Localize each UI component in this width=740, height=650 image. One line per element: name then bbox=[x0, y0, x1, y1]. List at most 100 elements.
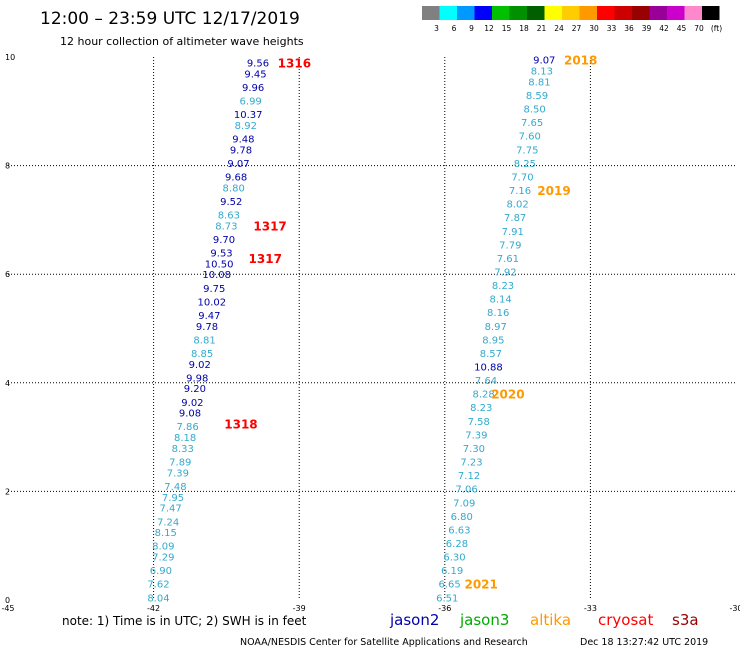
swh-value: 8.63 bbox=[218, 210, 240, 221]
swh-value: 6.80 bbox=[451, 512, 473, 523]
color-scale-legend: 3 6 9 12 15 18 21 24 27 30 33 36 39 42 45 70 (ft) bbox=[422, 6, 722, 33]
swh-value: 8.23 bbox=[492, 281, 514, 292]
swh-value: 9.07 bbox=[227, 159, 249, 170]
swh-value: 8.18 bbox=[174, 433, 196, 444]
swh-value: 9.45 bbox=[244, 69, 266, 80]
swh-value: 9.52 bbox=[220, 197, 242, 208]
colorbar-swatch bbox=[667, 6, 685, 20]
swh-value: 6.19 bbox=[441, 566, 463, 577]
swh-value: 9.68 bbox=[225, 172, 247, 183]
swh-value: 7.47 bbox=[159, 504, 181, 515]
chart-subtitle: 12 hour collection of altimeter wave hei… bbox=[60, 35, 304, 48]
swh-value: 9.56 bbox=[247, 58, 269, 69]
swh-value: 9.78 bbox=[230, 145, 252, 156]
colorbar-tick: 45 bbox=[677, 24, 687, 33]
swh-value: 8.81 bbox=[193, 335, 215, 346]
swh-value: 8.92 bbox=[235, 121, 257, 132]
legend-jason2: jason2 bbox=[389, 611, 439, 629]
swh-value: 6.65 bbox=[439, 580, 461, 591]
swh-value: 7.30 bbox=[463, 444, 485, 455]
time-label: 2020 bbox=[491, 388, 524, 402]
colorbar-tick: 36 bbox=[624, 24, 634, 33]
swh-value: 9.78 bbox=[196, 322, 218, 333]
swh-value: 8.59 bbox=[526, 91, 548, 102]
colorbar-swatch bbox=[527, 6, 545, 20]
swh-value: 8.95 bbox=[482, 335, 504, 346]
colorbar-swatch bbox=[439, 6, 457, 20]
axis-ticks: -45 -42 -39 -36 -33 -30 0 2 4 6 8 10 bbox=[1, 53, 740, 613]
colorbar-tick: 21 bbox=[537, 24, 547, 33]
colorbar-tick: 33 bbox=[607, 24, 617, 33]
colorbar-swatch bbox=[544, 6, 562, 20]
swh-value: 7.87 bbox=[504, 213, 526, 224]
swh-value: 8.09 bbox=[152, 542, 174, 553]
swh-value: 7.60 bbox=[519, 132, 541, 143]
colorbar-swatch bbox=[614, 6, 632, 20]
swh-value: 7.62 bbox=[147, 580, 169, 591]
swh-value: 7.39 bbox=[167, 468, 189, 479]
time-label: 2019 bbox=[537, 184, 570, 198]
swh-value: 6.51 bbox=[436, 593, 458, 604]
colorbar-unit: (ft) bbox=[711, 24, 722, 33]
swh-value: 8.04 bbox=[147, 593, 169, 604]
swh-value: 9.47 bbox=[198, 311, 220, 322]
swh-value: 9.75 bbox=[203, 284, 225, 295]
swh-value: 6.99 bbox=[240, 96, 262, 107]
time-label: 1317 bbox=[253, 219, 286, 233]
swh-value: 8.81 bbox=[528, 77, 550, 88]
y-tick-label: 0 bbox=[5, 596, 10, 605]
swh-value: 7.06 bbox=[456, 485, 478, 496]
colorbar-tick: 12 bbox=[484, 24, 494, 33]
swh-value: 8.23 bbox=[470, 403, 492, 414]
x-tick-label: -45 bbox=[1, 604, 14, 613]
swh-value: 8.28 bbox=[472, 390, 494, 401]
x-tick-label: -30 bbox=[729, 604, 740, 613]
swh-value: 9.20 bbox=[184, 384, 206, 395]
swh-value: 7.09 bbox=[453, 498, 475, 509]
swh-value: 8.57 bbox=[480, 349, 502, 360]
swh-value: 7.23 bbox=[460, 458, 482, 469]
y-tick-label: 2 bbox=[5, 487, 10, 496]
legend-altika: altika bbox=[530, 611, 571, 629]
swh-value: 8.02 bbox=[506, 200, 528, 211]
colorbar-swatch bbox=[632, 6, 650, 20]
x-tick-label: -39 bbox=[293, 604, 306, 613]
swh-value: 6.30 bbox=[443, 553, 465, 564]
swh-value: 7.70 bbox=[511, 172, 533, 183]
swh-value: 7.61 bbox=[497, 254, 519, 265]
swh-value: 10.50 bbox=[205, 259, 234, 270]
swh-value: 7.89 bbox=[169, 458, 191, 469]
time-label: 2018 bbox=[564, 54, 597, 68]
colorbar-tick: 9 bbox=[469, 24, 474, 33]
wave-height-values: 8.04 7.62 6.90 7.298.09 8.157.24 7.477.957.48… bbox=[147, 54, 597, 605]
swh-value: 8.14 bbox=[489, 295, 511, 306]
time-label: 1317 bbox=[249, 252, 282, 266]
swh-value: 10.37 bbox=[234, 110, 263, 121]
colorbar-swatch bbox=[684, 6, 702, 20]
colorbar-swatch bbox=[562, 6, 580, 20]
swh-value: 7.91 bbox=[502, 227, 524, 238]
y-tick-label: 6 bbox=[5, 270, 10, 279]
swh-value: 6.28 bbox=[446, 539, 468, 550]
swh-value: 9.02 bbox=[181, 398, 203, 409]
x-tick-label: -36 bbox=[438, 604, 451, 613]
colorbar-swatch bbox=[474, 6, 492, 20]
swh-value: 7.24 bbox=[157, 517, 179, 528]
x-tick-label: -42 bbox=[147, 604, 160, 613]
swh-value: 9.02 bbox=[189, 360, 211, 371]
swh-value: 9.96 bbox=[242, 83, 264, 94]
colorbar-tick: 39 bbox=[642, 24, 652, 33]
swh-value: 10.02 bbox=[198, 297, 227, 308]
footer-credit: NOAA/NESDIS Center for Satellite Applica… bbox=[240, 637, 528, 648]
y-tick-label: 10 bbox=[5, 53, 15, 62]
swh-value: 9.07 bbox=[533, 56, 555, 67]
swh-value: 7.16 bbox=[509, 186, 531, 197]
swh-value: 8.85 bbox=[191, 349, 213, 360]
swh-value: 10.08 bbox=[202, 270, 231, 281]
time-label: 1318 bbox=[224, 418, 257, 432]
swh-value: 6.63 bbox=[448, 525, 470, 536]
swh-value: 8.80 bbox=[223, 183, 245, 194]
swh-value: 7.95 bbox=[162, 493, 184, 504]
colorbar-swatch bbox=[649, 6, 667, 20]
